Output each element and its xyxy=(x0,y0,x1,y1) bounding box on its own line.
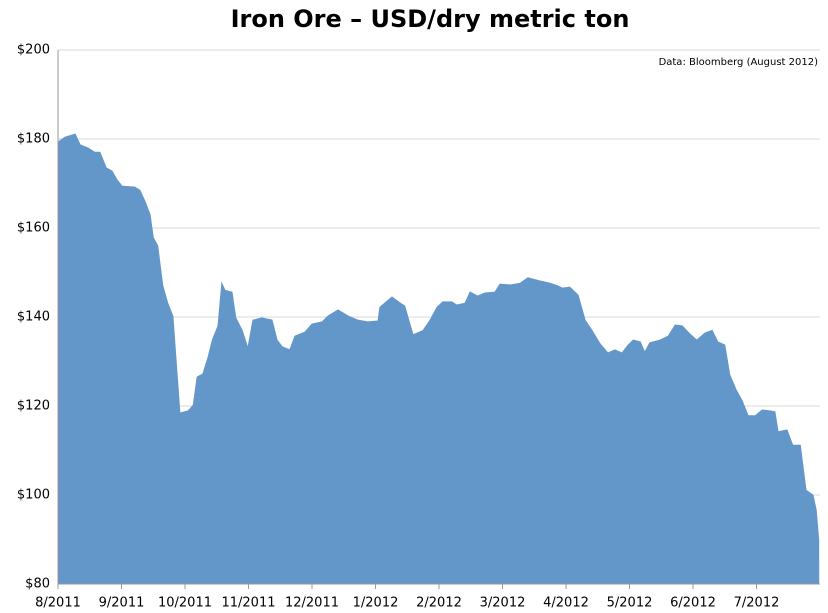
x-tick-label: 7/2012 xyxy=(734,596,780,610)
x-tick-label: 8/2011 xyxy=(35,596,81,610)
x-tick-label: 12/2011 xyxy=(285,596,339,610)
area xyxy=(57,133,820,585)
x-tick-label: 4/2012 xyxy=(543,596,589,610)
y-tick-label: $100 xyxy=(17,488,50,503)
x-tick-label: 2/2012 xyxy=(416,596,462,610)
y-tick-label: $80 xyxy=(25,577,50,592)
x-tick-label: 1/2012 xyxy=(353,596,399,610)
x-tick-label: 3/2012 xyxy=(480,596,526,610)
y-tick-label: $140 xyxy=(17,310,50,325)
x-tick-label: 6/2012 xyxy=(670,596,716,610)
x-tick-label: 9/2011 xyxy=(99,596,145,610)
chart-title: Iron Ore – USD/dry metric ton xyxy=(231,5,630,33)
y-tick-label: $160 xyxy=(17,221,50,236)
x-tick-label: 10/2011 xyxy=(158,596,212,610)
x-tick-label: 5/2012 xyxy=(607,596,653,610)
y-tick-label: $180 xyxy=(17,132,50,147)
y-tick-label: $200 xyxy=(17,43,50,58)
annotation: Data: Bloomberg (August 2012) xyxy=(659,57,819,68)
y-tick-label: $120 xyxy=(17,399,50,414)
x-tick-label: 11/2011 xyxy=(221,596,275,610)
